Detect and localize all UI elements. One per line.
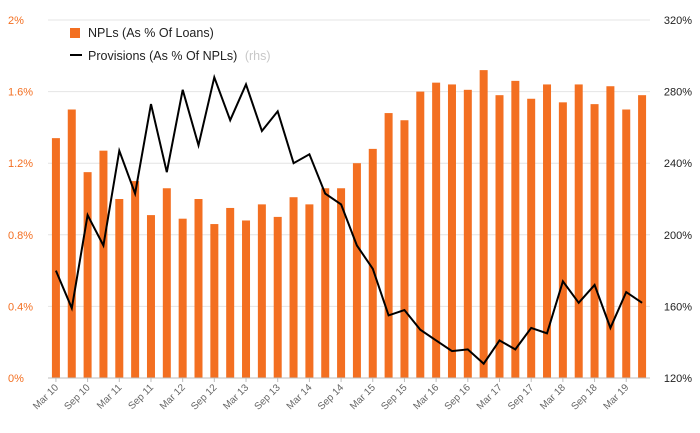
provisions-line-path <box>54 73 643 366</box>
axes: 2% 320% 1.6% 280% 1.2% 240% 0.8% 200% 0.4% 160% 0%… <box>8 15 692 413</box>
y-left-tick-label: 0% <box>8 373 24 385</box>
npl-bar <box>99 150 108 378</box>
provisions-line <box>54 73 643 366</box>
npl-bar <box>558 102 567 378</box>
legend-swatch-npls <box>70 28 80 38</box>
npl-bar <box>162 188 171 378</box>
x-tick-label: Sep 18 <box>569 382 599 412</box>
npl-bar <box>242 220 251 378</box>
npl-bar <box>51 138 60 378</box>
y-left-tick-label: 2% <box>8 15 24 27</box>
npl-bar <box>527 98 536 378</box>
npl-bar <box>495 95 504 379</box>
legend: NPLs (As % Of Loans) Provisions (As % Of… <box>70 26 271 63</box>
npl-bar <box>352 163 361 378</box>
legend-label-provisions-name: Provisions (As % Of NPLs) <box>88 49 237 63</box>
x-tick-label: Mar 10 <box>31 382 61 412</box>
npl-bar <box>115 199 124 378</box>
x-tick-label: Mar 18 <box>538 382 568 412</box>
npl-bar <box>321 188 330 378</box>
y-right-tick-label: 160% <box>664 301 692 313</box>
y-right-tick-label: 320% <box>664 15 692 27</box>
x-tick-label: Mar 13 <box>221 382 251 412</box>
y-left-tick-label: 1.2% <box>8 158 33 170</box>
x-tick-label: Sep 16 <box>443 382 473 412</box>
y-right-tick-label: 280% <box>664 87 692 99</box>
y-right-tick-label: 120% <box>664 373 692 385</box>
npl-bar <box>400 120 409 379</box>
npl-bar <box>416 91 425 378</box>
x-tick-label: Mar 19 <box>602 382 632 412</box>
x-tick-label: Sep 13 <box>253 382 283 412</box>
x-tick-label: Sep 14 <box>316 382 346 412</box>
npl-bar <box>511 80 520 379</box>
x-tick-label: Sep 17 <box>506 382 536 412</box>
npl-bar <box>590 104 599 378</box>
npl-bar <box>606 86 615 378</box>
npl-bar <box>226 207 235 378</box>
y-left-tick-label: 1.6% <box>8 87 33 99</box>
npl-bar <box>463 89 472 378</box>
x-tick-label: Mar 17 <box>475 382 505 412</box>
npl-bar <box>178 218 187 378</box>
npl-bar <box>257 204 266 378</box>
npl-bar <box>305 204 314 378</box>
x-tick-label: Sep 15 <box>379 382 409 412</box>
npl-bar <box>194 199 203 378</box>
npl-bars <box>51 70 647 379</box>
npl-bar <box>574 84 583 378</box>
x-tick-label: Mar 12 <box>158 382 188 412</box>
npl-bar <box>337 188 346 378</box>
npl-bar <box>622 109 631 378</box>
npl-bar <box>146 215 155 378</box>
x-tick-label: Mar 15 <box>348 382 378 412</box>
x-tick-label: Mar 11 <box>95 382 125 412</box>
legend-label-provisions-note: (rhs) <box>245 49 271 63</box>
y-right-tick-label: 240% <box>664 158 692 170</box>
npl-bar <box>543 84 552 378</box>
npl-bar <box>368 148 377 378</box>
npl-bar <box>289 197 298 378</box>
x-tick-label: Sep 11 <box>126 382 156 412</box>
npl-bar <box>447 84 456 378</box>
x-tick-label: Mar 16 <box>411 382 441 412</box>
npl-bar <box>83 172 92 378</box>
x-tick-label: Sep 10 <box>63 382 93 412</box>
npl-bar <box>638 95 647 379</box>
y-left-tick-label: 0.8% <box>8 230 33 242</box>
y-left-tick-label: 0.4% <box>8 301 33 313</box>
legend-label-provisions: Provisions (As % Of NPLs) (rhs) <box>88 49 271 63</box>
npl-bar <box>67 109 76 378</box>
npl-bar <box>210 224 219 378</box>
npl-bar <box>479 70 488 379</box>
legend-label-npls: NPLs (As % Of Loans) <box>88 26 214 40</box>
npl-bar <box>432 82 441 379</box>
x-tick-label: Mar 14 <box>285 382 315 412</box>
npl-bar <box>273 216 282 378</box>
y-right-tick-label: 200% <box>664 230 692 242</box>
x-tick-label: Sep 12 <box>189 382 219 412</box>
npl-bar <box>131 181 140 378</box>
npl-bar <box>384 113 393 378</box>
